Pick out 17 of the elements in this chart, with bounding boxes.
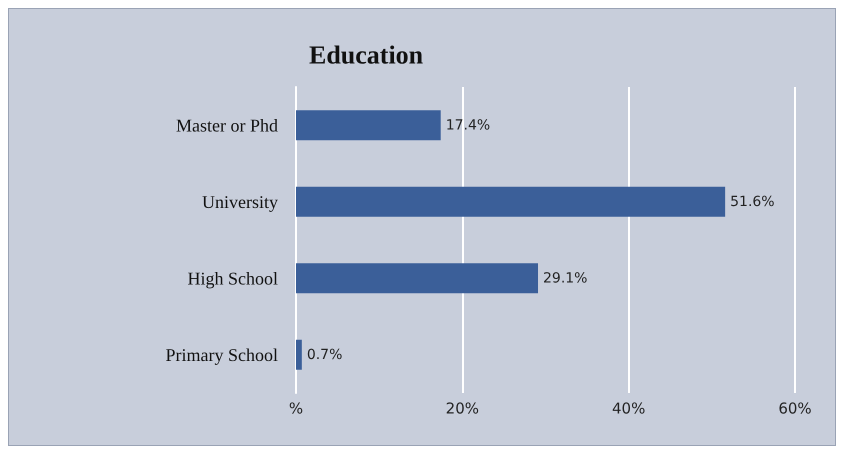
- data-label: 29.1%: [543, 270, 588, 286]
- data-label: 17.4%: [446, 117, 490, 134]
- x-tick-label: 40%: [612, 400, 646, 418]
- bar: [296, 263, 538, 294]
- data-label: 0.7%: [306, 346, 342, 363]
- bar: [296, 186, 726, 217]
- chart-title: Education: [309, 40, 424, 70]
- y-tick-label: High School: [187, 268, 278, 288]
- x-tick-label: %: [288, 400, 304, 418]
- bar: [296, 110, 441, 140]
- data-label: 51.6%: [730, 194, 775, 210]
- x-tick-label: 20%: [446, 400, 480, 418]
- y-tick-label: University: [202, 192, 278, 212]
- y-tick-label: Primary School: [166, 344, 278, 365]
- bar: [296, 340, 302, 370]
- x-tick-label: 60%: [778, 400, 812, 418]
- y-tick-label: Master or Phd: [176, 115, 278, 136]
